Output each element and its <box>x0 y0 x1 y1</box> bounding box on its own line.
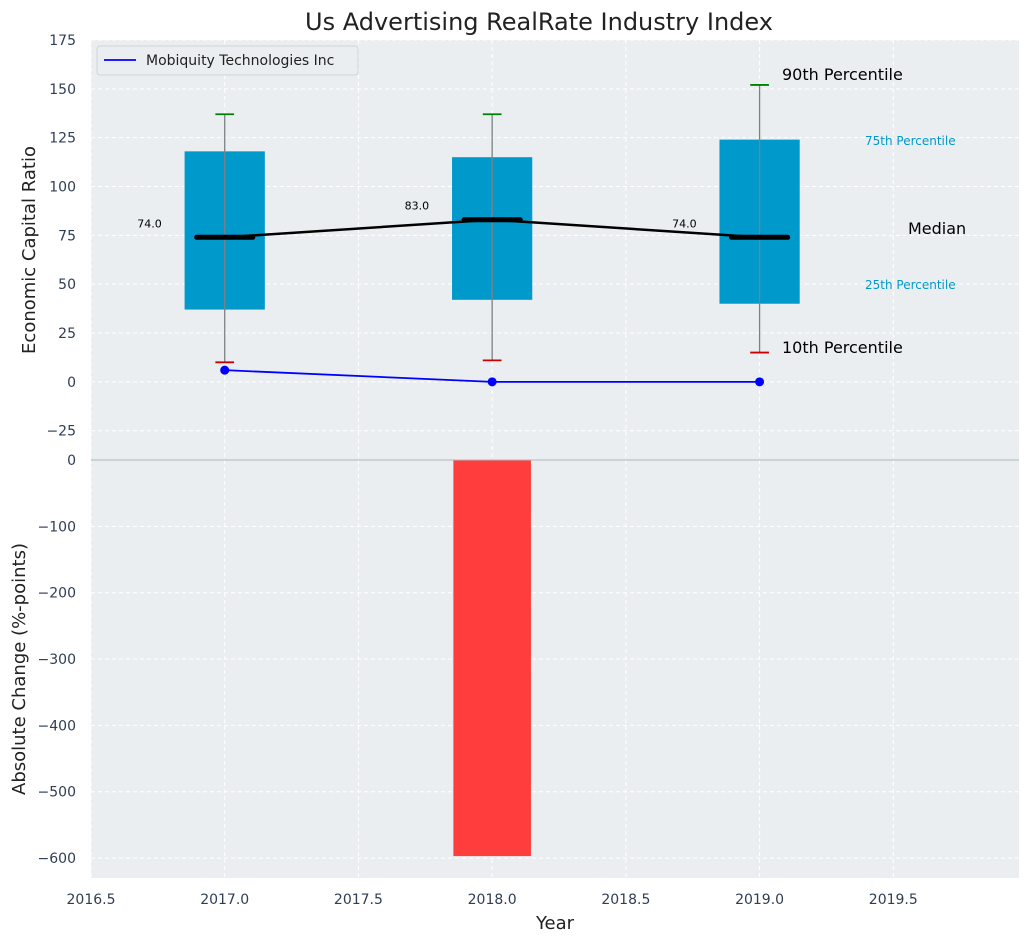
x-tick-label: 2016.5 <box>67 892 116 908</box>
top-y-tick-label: 25 <box>58 326 76 342</box>
annotation-p25: 25th Percentile <box>865 278 956 292</box>
bottom-y-ticks: −600 −500 −400 −300 −200 −100 0 <box>38 453 76 867</box>
top-y-tick-label: −25 <box>46 424 76 440</box>
bottom-y-tick-label: 0 <box>67 453 76 469</box>
top-y-tick-label: 100 <box>49 180 76 196</box>
legend: Mobiquity Technologies Inc <box>96 45 359 76</box>
x-ticks: 2016.5 2017.0 2017.5 2018.0 2018.5 2019.0 2019… <box>67 892 918 908</box>
annotation-p75: 75th Percentile <box>865 134 956 148</box>
x-tick-label: 2019.0 <box>735 892 784 908</box>
bottom-y-axis-label: Absolute Change (%-points) <box>9 543 30 795</box>
company-series <box>220 365 765 387</box>
change-bar <box>453 460 531 857</box>
bottom-y-tick-label: −500 <box>38 785 76 801</box>
chart-title: Us Advertising RealRate Industry Index <box>305 8 773 36</box>
company-point <box>487 377 497 387</box>
x-axis-label: Year <box>535 913 575 934</box>
top-y-tick-label: 125 <box>49 131 76 147</box>
median-trend-line <box>224 218 760 239</box>
x-tick-label: 2017.5 <box>334 892 383 908</box>
median-value-label: 74.0 <box>137 217 162 230</box>
annotation-p90: 90th Percentile <box>782 65 903 84</box>
top-y-tick-label: 50 <box>58 277 76 293</box>
company-point <box>220 365 230 375</box>
top-y-tick-label: 175 <box>49 33 76 49</box>
legend-label: Mobiquity Technologies Inc <box>146 53 334 69</box>
median-trend <box>224 218 760 239</box>
bottom-y-tick-label: −200 <box>38 586 76 602</box>
x-tick-label: 2019.5 <box>869 892 918 908</box>
percentile-annotations: 90th Percentile 75th Percentile Median 2… <box>782 65 966 357</box>
top-y-tick-label: 150 <box>49 82 76 98</box>
boxes: 74.0 83.0 74.0 <box>137 84 800 364</box>
x-tick-label: 2018.5 <box>601 892 650 908</box>
top-gridlines <box>90 39 1019 460</box>
top-y-ticks: −25 0 25 50 75 100 125 150 175 <box>46 33 76 440</box>
bars <box>453 460 531 857</box>
median-value-label: 74.0 <box>672 217 697 230</box>
top-panel: −25 0 25 50 75 100 125 150 175 74.0 83.0 74.0 90th… <box>19 33 1019 460</box>
bottom-y-tick-label: −300 <box>38 652 76 668</box>
bottom-gridlines <box>90 460 1019 878</box>
annotation-median: Median <box>908 219 966 238</box>
bottom-plot-background <box>91 460 1019 878</box>
bottom-y-tick-label: −400 <box>38 718 76 734</box>
x-tick-label: 2018.0 <box>468 892 517 908</box>
bottom-y-tick-label: −100 <box>38 519 76 535</box>
top-y-axis-label: Economic Capital Ratio <box>19 146 40 354</box>
bottom-y-tick-label: −600 <box>38 851 76 867</box>
annotation-p10: 10th Percentile <box>782 338 903 357</box>
company-point <box>755 377 765 387</box>
top-y-tick-label: 75 <box>58 228 76 244</box>
legend-box <box>96 45 359 76</box>
median-value-label: 83.0 <box>405 200 430 213</box>
top-y-tick-label: 0 <box>67 375 76 391</box>
x-tick-label: 2017.0 <box>200 892 249 908</box>
